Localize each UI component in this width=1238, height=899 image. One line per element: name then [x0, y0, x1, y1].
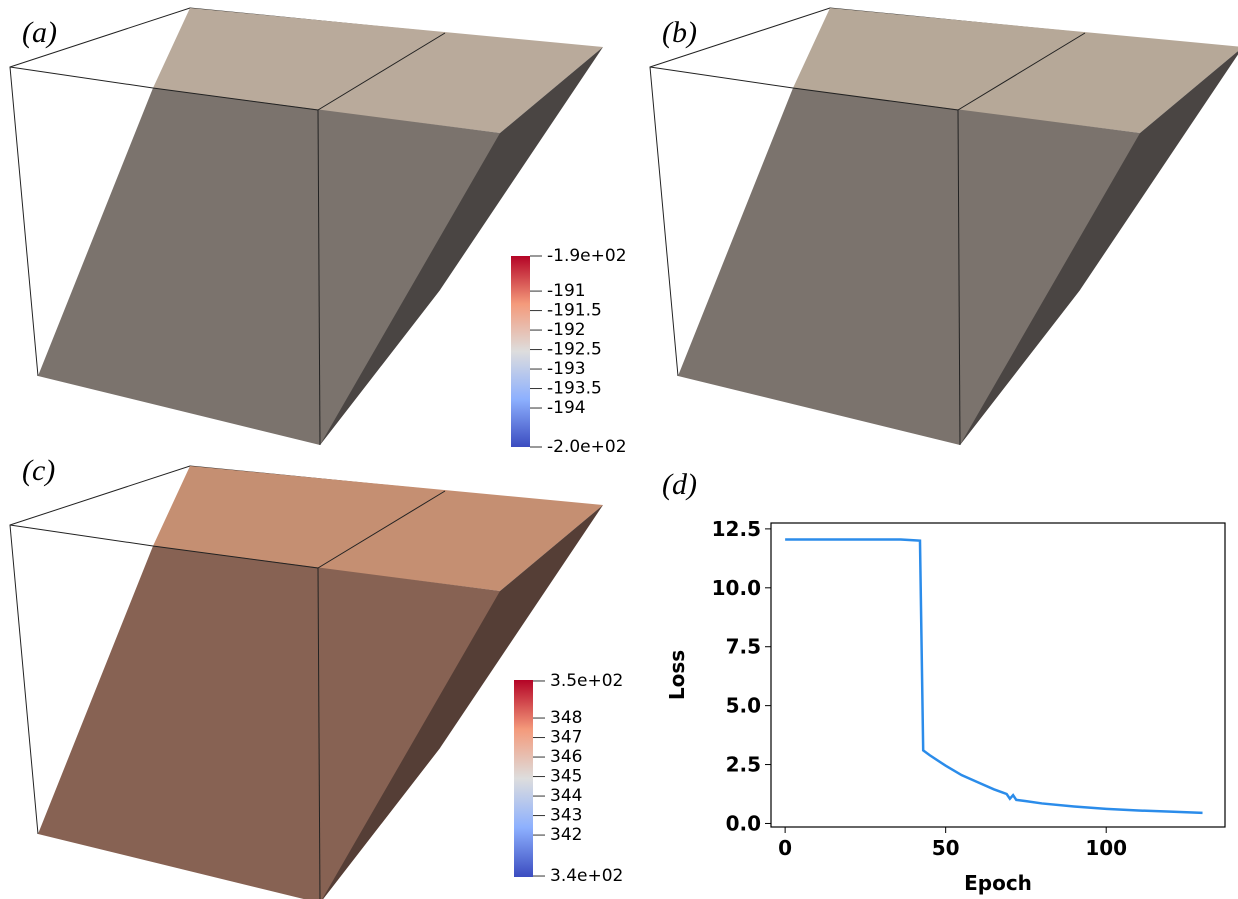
x-tick-label: 0 — [778, 836, 792, 860]
panel-label: (d) — [662, 468, 697, 501]
colorbar-tick-label: 345 — [550, 767, 582, 787]
colorbar-tick-label: -193.5 — [547, 379, 602, 399]
colorbar-tick-label: -193 — [547, 359, 586, 379]
colorbar-tick-label: -192 — [547, 320, 586, 340]
colorbar-tick-label: 348 — [550, 708, 582, 728]
colorbar-tick-label: 344 — [550, 786, 582, 806]
colorbar-tick-label: -194 — [547, 398, 586, 418]
y-tick-label: 10.0 — [712, 576, 761, 600]
colorbar-tick-label: -1.9e+02 — [547, 246, 627, 266]
colorbar-tick-label: -191 — [547, 281, 586, 301]
panel-label: (a) — [22, 16, 57, 49]
colorbar-tick-label: 3.4e+02 — [550, 866, 623, 886]
y-axis-label: Loss — [665, 650, 689, 700]
colorbar-tick-label: 342 — [550, 825, 582, 845]
panel-label: (b) — [662, 16, 697, 49]
panel-label: (c) — [22, 454, 55, 487]
y-tick-label: 0.0 — [726, 811, 761, 835]
x-axis-label: Epoch — [964, 871, 1032, 895]
y-tick-label: 5.0 — [726, 694, 761, 718]
figure: (a) (b) (c) (d) Epoch Loss -1.9e+02-191-… — [0, 0, 1238, 899]
page: (a) (b) (c) (d) Epoch Loss -1.9e+02-191-… — [0, 0, 1238, 899]
colorbar-tick-label: -192.5 — [547, 340, 602, 360]
x-tick-label: 100 — [1085, 836, 1127, 860]
colorbar-tick-label: -191.5 — [547, 301, 602, 321]
y-tick-label: 12.5 — [712, 517, 761, 541]
colorbar — [514, 680, 533, 877]
y-tick-label: 2.5 — [726, 753, 761, 777]
render-b — [650, 8, 1238, 445]
colorbar-tick-label: 3.5e+02 — [550, 671, 623, 691]
colorbar-tick-label: 343 — [550, 806, 582, 826]
colorbar — [511, 256, 530, 447]
colorbar-tick-label: 346 — [550, 747, 582, 767]
x-tick-label: 50 — [932, 836, 960, 860]
colorbar-tick-label: -2.0e+02 — [547, 437, 627, 457]
y-tick-label: 7.5 — [726, 635, 761, 659]
colorbar-tick-label: 347 — [550, 728, 582, 748]
plot-frame — [771, 523, 1225, 827]
loss-line — [785, 539, 1202, 812]
